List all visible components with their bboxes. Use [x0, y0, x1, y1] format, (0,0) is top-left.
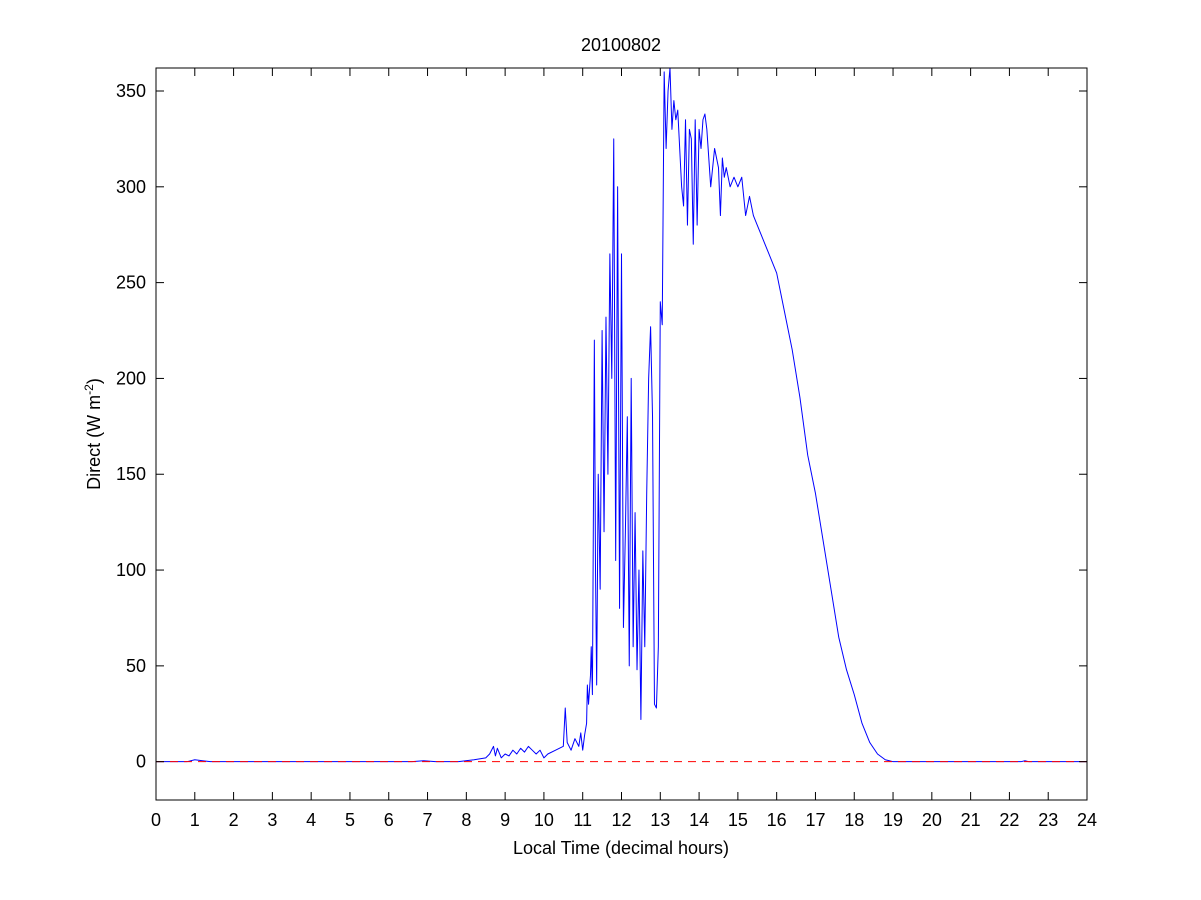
x-tick-label: 2	[229, 810, 239, 830]
x-tick-label: 20	[922, 810, 942, 830]
x-tick-label: 14	[689, 810, 709, 830]
series-layer	[156, 67, 1087, 763]
y-tick-label: 150	[116, 464, 146, 484]
x-tick-label: 3	[267, 810, 277, 830]
x-tick-label: 16	[767, 810, 787, 830]
x-tick-label: 5	[345, 810, 355, 830]
y-axis-label-close: )	[84, 378, 104, 384]
x-tick-label: 24	[1077, 810, 1097, 830]
x-tick-label: 13	[650, 810, 670, 830]
y-axis-label-superscript: -2	[82, 384, 96, 395]
x-tick-label: 15	[728, 810, 748, 830]
x-tick-label: 8	[461, 810, 471, 830]
x-tick-label: 21	[961, 810, 981, 830]
plot-area	[156, 68, 1087, 800]
x-tick-label: 11	[573, 810, 592, 830]
x-tick-label: 23	[1038, 810, 1058, 830]
y-axis-label-base: Direct (W m	[84, 395, 104, 490]
y-axis-label: Direct (W m-2)	[82, 378, 104, 490]
x-axis-label: Local Time (decimal hours)	[513, 838, 729, 858]
y-tick-label: 300	[116, 177, 146, 197]
y-tick-label: 250	[116, 273, 146, 293]
y-tick-label: 100	[116, 560, 146, 580]
x-tick-label: 22	[999, 810, 1019, 830]
x-ticks: 0 1 2 3 4 5 6 7 8 9 10 11 12 13 14 15 16 17 18 19 20 21 22 23 24	[151, 68, 1097, 830]
x-tick-label: 12	[611, 810, 631, 830]
chart-title: 20100802	[581, 35, 661, 55]
direct-irradiance-line	[156, 67, 1087, 763]
y-ticks: 0 50 100 150 200 250 300 350	[116, 81, 1087, 772]
x-tick-label: 10	[534, 810, 554, 830]
x-tick-label: 19	[883, 810, 903, 830]
x-tick-label: 0	[151, 810, 161, 830]
y-tick-label: 0	[136, 752, 146, 772]
x-tick-label: 17	[805, 810, 825, 830]
x-tick-label: 4	[306, 810, 316, 830]
x-tick-label: 9	[500, 810, 510, 830]
x-tick-label: 18	[844, 810, 864, 830]
y-tick-label: 50	[126, 656, 146, 676]
x-tick-label: 7	[423, 810, 433, 830]
y-tick-label: 350	[116, 81, 146, 101]
y-tick-label: 200	[116, 368, 146, 388]
x-tick-label: 6	[384, 810, 394, 830]
x-tick-label: 1	[190, 810, 200, 830]
